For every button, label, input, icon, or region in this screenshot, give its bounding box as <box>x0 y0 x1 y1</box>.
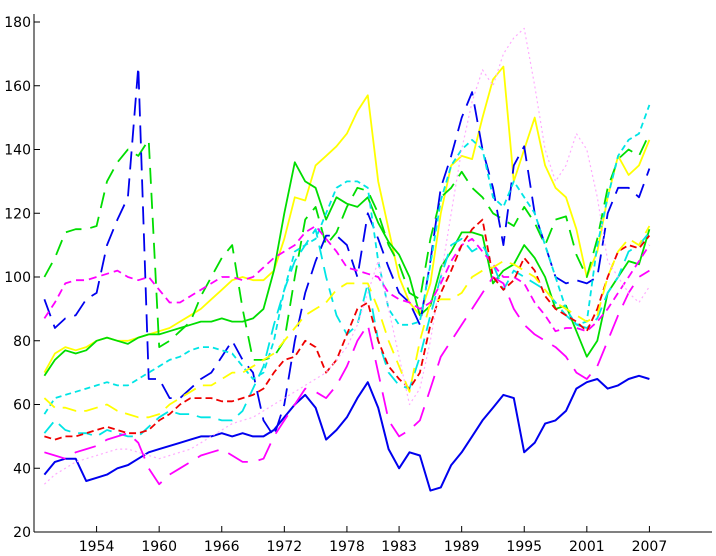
x-tick-label: 1972 <box>267 539 303 555</box>
series-line-12 <box>43 27 650 485</box>
x-tick-label: 1983 <box>381 539 417 555</box>
series-line-8 <box>43 225 651 333</box>
x-tick-label: 2007 <box>632 539 668 555</box>
y-tick-label: 60 <box>13 398 31 414</box>
x-tick-label: 1995 <box>506 539 542 555</box>
series-line-5 <box>43 65 651 438</box>
y-tick-label: 80 <box>13 334 31 350</box>
axes-layer: 20 40 60 80 100 120 140 160 180 1954 1960 1966 1972 1… <box>4 14 712 555</box>
y-tick-label: 40 <box>13 461 31 477</box>
y-tick-label: 100 <box>4 270 31 286</box>
series-line-11 <box>43 225 651 419</box>
x-tick-label: 1989 <box>444 539 480 555</box>
y-tick-label: 180 <box>4 15 31 31</box>
x-tick-label: 1978 <box>329 539 365 555</box>
series-layer <box>43 27 651 492</box>
series-line-4 <box>43 133 651 361</box>
y-tick-label: 20 <box>13 525 31 541</box>
series-line-2 <box>43 161 651 377</box>
series-line-9 <box>44 269 650 486</box>
x-tick-label: 2001 <box>569 539 605 555</box>
series-line-10 <box>44 218 651 441</box>
series-line-6 <box>43 104 651 415</box>
x-tick-label: 1966 <box>204 539 240 555</box>
y-tick-label: 140 <box>4 143 31 159</box>
y-tick-label: 160 <box>4 79 31 95</box>
x-tick-label: 1954 <box>79 539 115 555</box>
x-tick-label: 1960 <box>141 539 177 555</box>
y-tick-label: 120 <box>4 206 31 222</box>
